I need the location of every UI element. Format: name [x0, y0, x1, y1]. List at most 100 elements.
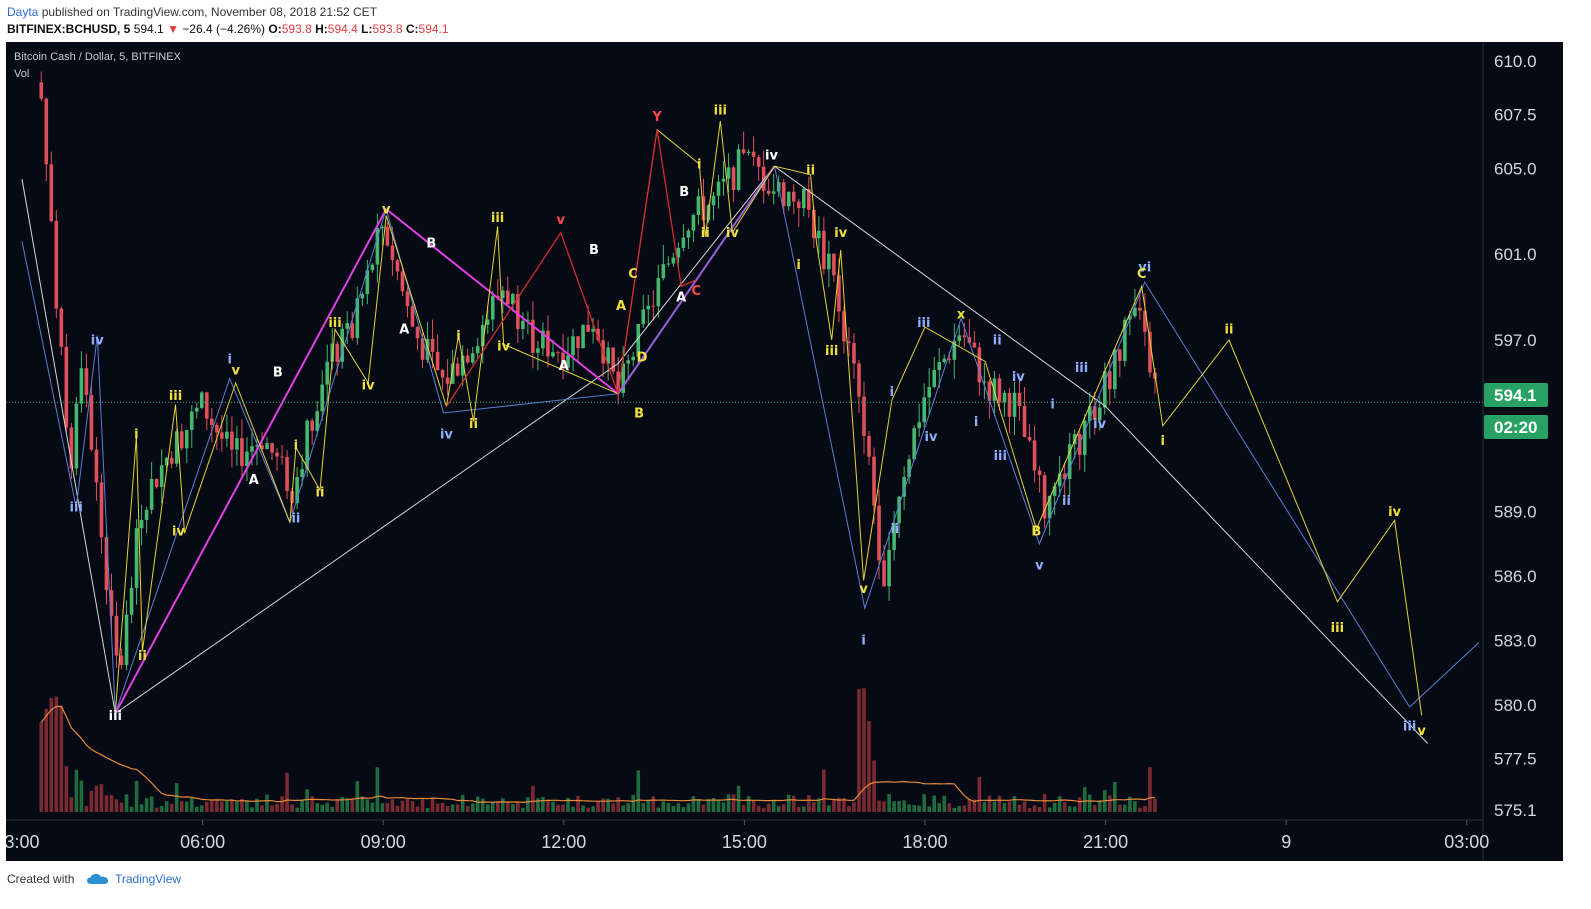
volume-bar	[616, 797, 620, 812]
volume-bar	[731, 794, 736, 812]
volume-bar	[154, 807, 159, 812]
candle-body	[611, 347, 615, 372]
candle-body	[781, 182, 786, 207]
volume-bar	[280, 796, 284, 812]
volume-bar	[862, 688, 866, 812]
author-link[interactable]: Dayta	[7, 5, 39, 19]
wave-label: C	[1137, 267, 1147, 282]
volume-bar	[842, 798, 846, 812]
volume-bar	[1072, 806, 1077, 812]
volume-bar	[355, 781, 360, 812]
wave-label: x	[957, 308, 966, 323]
candle-body	[807, 189, 811, 210]
volume-bar	[174, 783, 179, 812]
candle-body	[666, 263, 671, 265]
candle-body	[952, 340, 957, 360]
volume-bar	[912, 805, 916, 812]
volume-bar	[621, 805, 625, 812]
wave-label: ii	[1225, 323, 1234, 338]
volume-bar	[631, 795, 636, 812]
candle-body	[917, 422, 921, 429]
wave-label: iii	[714, 104, 727, 119]
volume-bar	[566, 797, 570, 812]
volume-bar	[455, 804, 460, 812]
volume-bar	[962, 805, 967, 812]
volume-bar	[872, 760, 876, 812]
volume-bar	[345, 798, 350, 812]
volume-bar	[400, 800, 405, 812]
wave-label: iv	[765, 149, 778, 164]
candle-body	[721, 178, 726, 182]
candle-body	[796, 201, 801, 209]
volume-bar	[526, 797, 530, 812]
wave-label: iv	[925, 430, 938, 445]
volume-bar	[144, 798, 149, 812]
candle-body	[315, 411, 319, 431]
candle-body	[786, 191, 791, 207]
volume-bar	[776, 806, 781, 812]
candle-body	[756, 156, 761, 167]
candle-body	[731, 167, 736, 191]
candle-body	[1052, 486, 1057, 496]
volume-bar	[972, 799, 977, 812]
candle-body	[460, 355, 465, 376]
candle-body	[184, 429, 189, 449]
candle-body	[511, 293, 515, 305]
candle-body	[1082, 420, 1087, 455]
candle-body	[465, 355, 470, 363]
candle-body	[621, 363, 625, 393]
volume-bar	[1012, 796, 1017, 812]
tradingview-brand-link[interactable]: TradingView	[115, 872, 182, 886]
wave-label: iii	[109, 709, 122, 724]
wave-label: i	[697, 157, 701, 172]
volume-bar	[119, 802, 124, 812]
wave-label: ii	[469, 417, 478, 432]
volume-bar	[1097, 800, 1102, 812]
volume-ma-line	[40, 705, 1156, 804]
candle-body	[350, 323, 355, 339]
candle-body	[295, 477, 299, 504]
volume-bar	[982, 801, 987, 812]
candle-body	[1092, 406, 1097, 421]
volume-bar	[390, 799, 395, 812]
volume-bar	[49, 698, 54, 812]
wave-label: ii	[890, 522, 899, 537]
close-value: 594.1	[418, 22, 449, 36]
volume-bar	[500, 798, 505, 812]
candle-body	[84, 368, 89, 395]
candle-body	[450, 363, 455, 384]
volume-bar	[300, 800, 304, 812]
candle-body	[801, 189, 806, 209]
volume-bar	[194, 806, 199, 812]
volume-bar	[1037, 807, 1042, 812]
volume-bar	[149, 796, 154, 812]
volume-bar	[69, 797, 74, 812]
volume-bar	[591, 806, 595, 812]
volume-bar	[661, 801, 666, 812]
volume-bar	[867, 721, 871, 812]
price-tick-label: 575.1	[1494, 801, 1537, 820]
candle-body	[270, 443, 274, 453]
price-chart[interactable]: iiiiviiiiiiiiiivviABiiiiiiiiivvABiviiiii…	[6, 42, 1563, 861]
candle-body	[164, 457, 169, 466]
candle-body	[435, 351, 440, 371]
volume-bar	[827, 805, 831, 812]
volume-bar	[1113, 781, 1117, 812]
volume-bar	[601, 798, 605, 812]
volume-bar	[992, 801, 997, 812]
volume-bar	[641, 803, 646, 812]
white-wave-line	[21, 165, 1429, 744]
candle-body	[335, 343, 340, 362]
price-tick-label: 580.0	[1494, 696, 1537, 715]
candle-body	[485, 319, 490, 325]
candle-body	[320, 384, 324, 412]
volume-bar	[495, 801, 500, 812]
volume-bar	[711, 798, 716, 812]
candle-body	[240, 438, 244, 467]
candle-body	[500, 290, 505, 299]
candle-body	[134, 528, 139, 588]
candle-body	[992, 378, 997, 401]
volume-bar	[541, 796, 545, 812]
time-tick-label: 03:00	[1444, 832, 1489, 852]
